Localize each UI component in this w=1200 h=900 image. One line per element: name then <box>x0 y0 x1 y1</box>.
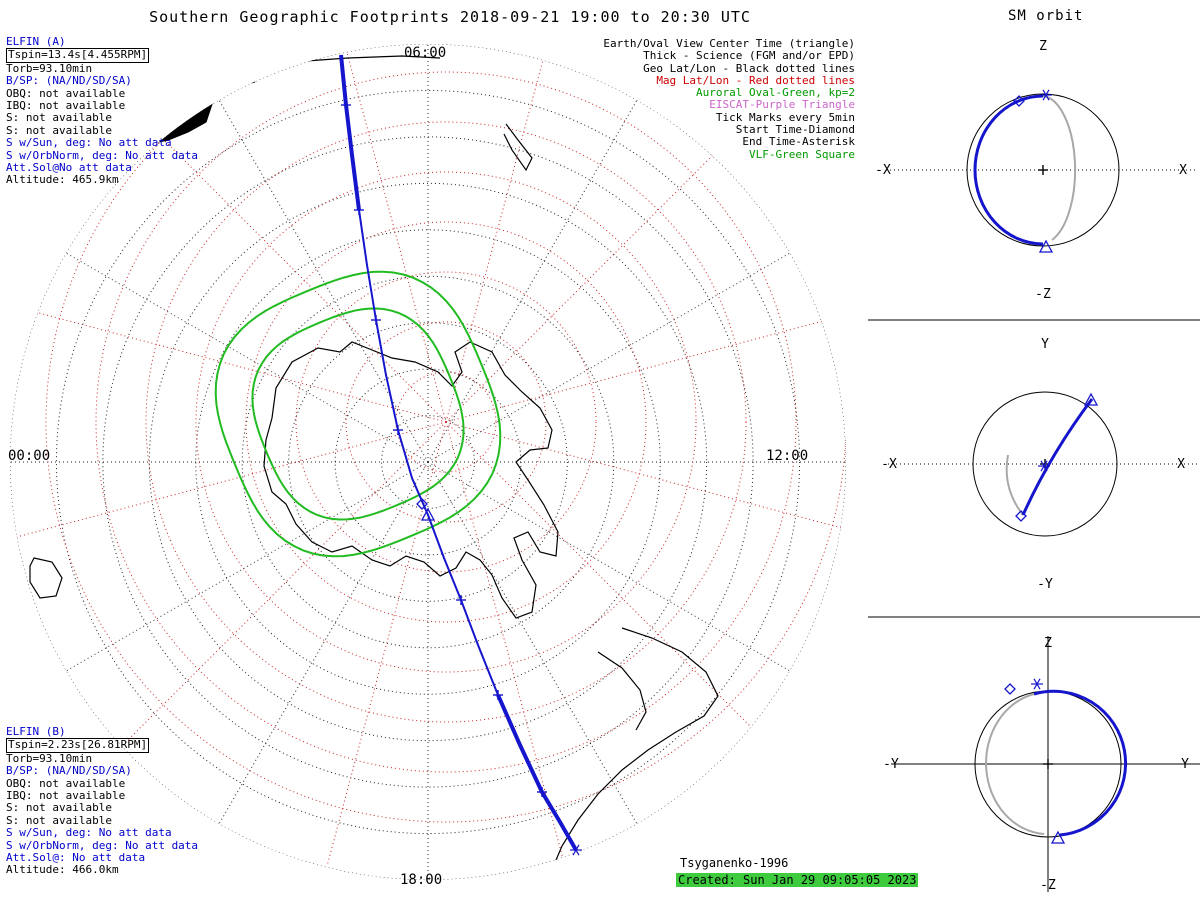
info-line: B/SP: (NA/ND/SD/SA) <box>6 764 132 778</box>
info-line: Att.Sol@: No att data <box>6 851 146 865</box>
sm-orbit-title: SM orbit <box>1008 8 1084 24</box>
axis-label-left: -Y <box>883 757 899 772</box>
info-line: Tspin=2.23s[26.81RPM] <box>6 738 150 753</box>
mlt-label: 18:00 <box>400 872 442 888</box>
diamond-marker <box>1013 95 1025 107</box>
orbit-far-arc <box>1042 95 1077 241</box>
diamond-marker <box>1015 510 1027 522</box>
created-timestamp: Created: Sun Jan 29 09:05:05 2023 <box>676 873 919 887</box>
info-line: Torb=93.10min <box>6 61 93 75</box>
triangle-marker <box>420 507 436 521</box>
legend-item: Auroral Oval-Green, kp=2 <box>696 86 855 100</box>
page-title: Southern Geographic Footprints 2018-09-2… <box>149 8 751 26</box>
info-line: Tspin=13.4s[4.455RPM] <box>6 48 150 63</box>
info-line: S w/Sun, deg: No att data <box>6 136 172 150</box>
legend-item: Mag Lat/Lon - Red dotted lines <box>656 73 855 87</box>
asterisk-marker <box>1042 89 1050 101</box>
coastline-island-left <box>29 557 63 599</box>
geo-grid <box>10 44 846 880</box>
info-line: Torb=93.10min <box>6 751 93 765</box>
info-line: Altitude: 466.0km <box>6 863 119 877</box>
info-line: B/SP: (NA/ND/SD/SA) <box>6 74 132 88</box>
coastline-new-zealand <box>503 123 533 172</box>
mlt-label: 12:00 <box>766 448 808 464</box>
legend-item: EISCAT-Purple Triangle <box>709 98 855 112</box>
auroral-oval-inner <box>251 307 465 521</box>
info-line: IBQ: not available <box>6 789 126 803</box>
axis-label-bottom: -Z <box>1040 878 1056 893</box>
orbit-near-arc <box>973 94 1044 246</box>
asterisk-marker <box>572 844 580 856</box>
triangle-marker <box>1083 392 1099 406</box>
info-line: S w/OrbNorm, deg: No att data <box>6 148 199 162</box>
triangle-marker <box>1038 239 1054 253</box>
track-science-segment <box>496 694 578 851</box>
orbit-panel-2: Y -Y -X X <box>881 337 1197 592</box>
orbit-far-arc <box>1005 454 1024 516</box>
mlt-label: 00:00 <box>8 448 50 464</box>
axis-label-top: Y <box>1041 337 1049 352</box>
axis-label-left: -X <box>875 163 891 178</box>
axis-label-left: -X <box>881 457 897 472</box>
track-science-segment <box>339 54 361 211</box>
satellite-track <box>339 54 582 856</box>
axis-label-right: X <box>1179 163 1187 178</box>
orbit-panel-1: Z -Z -X X <box>875 39 1195 302</box>
info-line: S: not available <box>6 123 112 137</box>
legend-item: VLF-Green Square <box>749 147 855 161</box>
orbit-circle <box>972 391 1118 537</box>
legend-item: End Time-Asterisk <box>742 135 855 149</box>
mlt-label: 06:00 <box>404 45 446 61</box>
asterisk-marker <box>1033 678 1041 690</box>
legend-item: Geo Lat/Lon - Black dotted lines <box>643 61 855 75</box>
legend-item: Earth/Oval View Center Time (triangle) <box>603 37 855 50</box>
info-line: S w/OrbNorm, deg: No att data <box>6 838 199 852</box>
auroral-oval-outer <box>214 270 502 558</box>
info-line: S w/Sun, deg: No att data <box>6 826 172 840</box>
legend: Earth/Oval View Center Time (triangle) Th… <box>603 37 855 161</box>
info-line: Altitude: 465.9km <box>6 173 119 187</box>
orbit-far-arc <box>985 693 1045 835</box>
track-line <box>340 54 577 851</box>
legend-item: Tick Marks every 5min <box>715 110 855 124</box>
triangle-marker <box>1050 830 1066 844</box>
elfin-a-info-block: ELFIN (A) Tspin=13.4s[4.455RPM] Torb=93.10… <box>6 35 199 187</box>
info-line: ELFIN (A) <box>6 35 66 48</box>
info-line: IBQ: not available <box>6 99 126 113</box>
info-line: OBQ: not available <box>6 86 126 100</box>
diamond-marker <box>1004 683 1016 695</box>
legend-item: Start Time-Diamond <box>735 123 855 137</box>
coastline-south-america <box>545 627 719 880</box>
axis-label-right: X <box>1177 457 1185 472</box>
info-line: Att.Sol@No att data <box>6 161 132 175</box>
info-line: ELFIN (B) <box>6 725 66 738</box>
axis-label-bottom: -Z <box>1035 287 1051 302</box>
orbit-near-arc <box>1021 398 1094 516</box>
mag-grid <box>10 44 846 867</box>
asterisk-marker <box>1040 460 1048 472</box>
info-line: S: not available <box>6 813 112 827</box>
diamond-marker <box>416 498 428 510</box>
axis-label-top: Z <box>1039 39 1047 54</box>
orbit-near-arc <box>1033 689 1128 837</box>
info-line: S: not available <box>6 801 112 815</box>
info-line: OBQ: not available <box>6 776 126 790</box>
coastline-antarctica <box>263 341 559 619</box>
axis-label-bottom: -Y <box>1037 577 1053 592</box>
legend-item: Thick - Science (FGM and/or EPD) <box>643 49 855 63</box>
orbit-panel-3: Z -Z -Y Y <box>883 636 1200 893</box>
info-line: S: not available <box>6 111 112 125</box>
coastline-south-america-inner <box>597 651 647 731</box>
elfin-b-info-block: ELFIN (B) Tspin=2.23s[26.81RPM] Torb=93.10… <box>6 725 199 877</box>
model-label: Tsyganenko-1996 <box>680 856 789 870</box>
axis-label-right: Y <box>1181 757 1189 772</box>
auroral-oval <box>214 270 502 558</box>
axis-label-top: Z <box>1044 636 1052 651</box>
